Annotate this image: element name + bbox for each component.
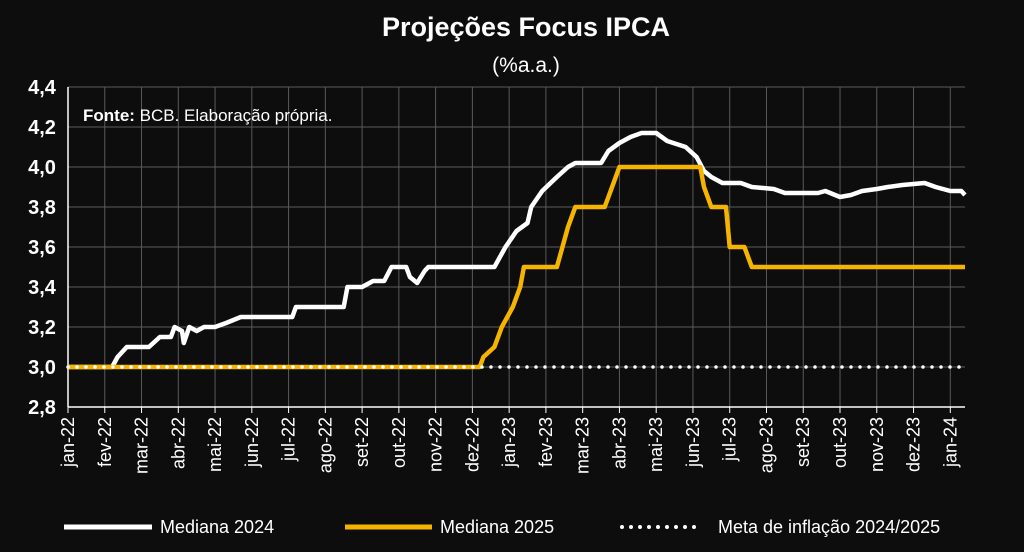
x-tick-label: jan-22 — [58, 417, 78, 468]
y-tick-label: 3,0 — [28, 357, 56, 379]
x-tick-label: nov-23 — [867, 417, 887, 472]
x-tick-label: ago-23 — [756, 417, 776, 473]
x-tick-label: out-23 — [830, 417, 850, 468]
source-note: Fonte: BCB. Elaboração própria. — [83, 106, 332, 125]
x-tick-label: jul-22 — [279, 417, 299, 462]
x-tick-label: mar-23 — [573, 417, 593, 474]
y-tick-label: 2,8 — [28, 397, 56, 419]
y-tick-label: 3,6 — [28, 237, 56, 259]
x-tick-label: set-22 — [352, 417, 372, 467]
x-tick-label: out-22 — [389, 417, 409, 468]
x-tick-label: ago-22 — [315, 417, 335, 473]
x-tick-label: dez-22 — [462, 417, 482, 472]
series-line-2 — [68, 164, 965, 370]
legend-label: Mediana 2025 — [440, 517, 554, 537]
x-tick-label: jun-22 — [242, 417, 262, 468]
x-tick-label: dez-23 — [904, 417, 924, 472]
y-tick-label: 4,2 — [28, 117, 56, 139]
x-tick-label: jan-24 — [940, 417, 960, 468]
y-tick-label: 4,4 — [28, 77, 57, 99]
series-line-1 — [68, 130, 967, 370]
x-tick-label: set-23 — [793, 417, 813, 467]
chart-title: Projeções Focus IPCA — [382, 12, 670, 42]
y-tick-label: 3,8 — [28, 197, 56, 219]
x-tick-label: abr-23 — [609, 417, 629, 469]
legend-label: Mediana 2024 — [160, 517, 274, 537]
x-tick-label: mai-23 — [646, 417, 666, 472]
y-tick-label: 3,2 — [28, 317, 56, 339]
chart-subtitle: (%a.a.) — [492, 54, 560, 77]
y-tick-label: 3,4 — [28, 277, 57, 299]
x-tick-label: jan-23 — [499, 417, 519, 468]
x-tick-label: fev-23 — [536, 417, 556, 467]
legend-label: Meta de inflação 2024/2025 — [718, 517, 940, 537]
series-lines — [66, 130, 967, 370]
x-tick-label: jul-23 — [720, 417, 740, 462]
legend: Mediana 2024 Mediana 2025 Meta de inflação… — [64, 517, 940, 537]
gridlines — [67, 86, 965, 408]
x-tick-label: fev-22 — [95, 417, 115, 467]
x-tick-label: abr-22 — [168, 417, 188, 469]
source-text: BCB. Elaboração própria. — [135, 106, 333, 125]
x-tick-label: jun-23 — [683, 417, 703, 468]
x-tick-label: mar-22 — [132, 417, 152, 474]
y-tick-label: 4,0 — [28, 157, 56, 179]
x-tick-label: nov-22 — [426, 417, 446, 472]
x-tick-label: mai-22 — [205, 417, 225, 472]
source-label: Fonte: — [83, 106, 135, 125]
